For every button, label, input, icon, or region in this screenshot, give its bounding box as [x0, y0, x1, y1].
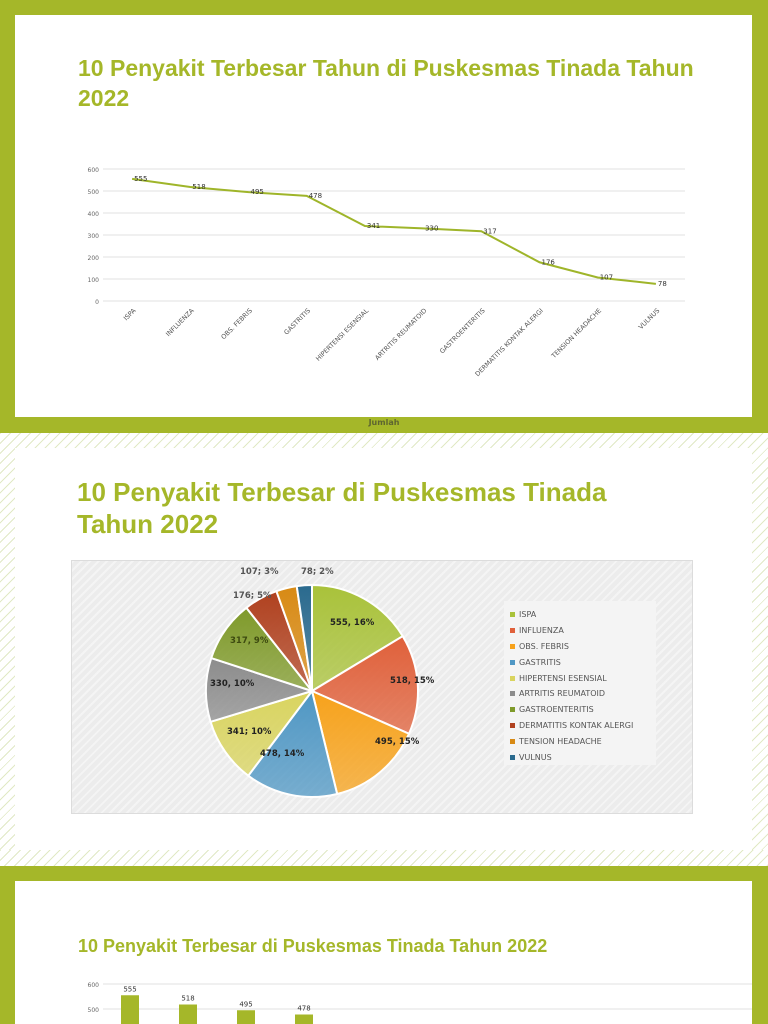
slice-label: 317, 9% [230, 636, 269, 646]
pie-chart: 555, 16% 518, 15% 495, 15% 478, 14% 341; 10%… [205, 567, 435, 798]
x-tick-label: ISPA [122, 306, 138, 322]
data-label: 478 [309, 192, 322, 200]
legend-item: GASTROENTERITIS [510, 702, 656, 718]
slide-title: 10 Penyakit Terbesar di Puskesmas Tinada… [78, 936, 548, 956]
data-label: 555 [134, 175, 147, 183]
legend-swatch [510, 738, 515, 744]
bar [237, 1010, 255, 1024]
legend-item: ISPA [510, 607, 656, 623]
legend-item: DERMATITIS KONTAK ALERGI [510, 718, 656, 734]
data-label: 317 [483, 227, 496, 235]
y-tick-label: 400 [88, 211, 100, 218]
y-tick-label: 100 [88, 277, 100, 284]
legend-label: VULNUS [519, 752, 552, 762]
slide-bar-chart: 10 Penyakit Terbesar di Puskesmas Tinada… [0, 866, 768, 1024]
slide-content: 10 Penyakit Terbesar di Puskesmas Tinada… [15, 881, 752, 1024]
slice-label: 518, 15% [390, 676, 435, 686]
legend-item: TENSION HEADACHE [510, 733, 656, 749]
legend-swatch [510, 722, 515, 728]
legend-item: GASTRITIS [510, 654, 656, 670]
x-tick-label: OBS. FEBRIS [220, 307, 254, 341]
legend-label: INFLUENZA [519, 626, 564, 636]
y-tick-label: 200 [88, 255, 100, 262]
pie-legend: ISPA INFLUENZA OBS. FEBRIS GASTRITIS HIPERTE… [504, 601, 656, 765]
legend-swatch [510, 643, 515, 649]
legend-label: DERMATITIS KONTAK ALERGI [519, 720, 634, 730]
x-tick-label: INFLUENZA [164, 306, 196, 338]
legend-swatch [510, 612, 515, 618]
x-tick-label: GASTROENTERITIS [438, 307, 487, 356]
legend-swatch [510, 659, 515, 665]
legend-label: HIPERTENSI ESENSIAL [519, 673, 607, 683]
slide-title: 10 Penyakit Terbesar di Puskesmas Tinada… [77, 477, 607, 539]
y-tick-label: 0 [95, 299, 99, 306]
slice-label: 107; 3% [240, 567, 279, 577]
legend-label: ARTRITIS REUMATOID [519, 689, 606, 699]
pie-slice [295, 583, 313, 692]
slide-title: 10 Penyakit Terbesar Tahun di Puskesmas … [78, 55, 694, 111]
data-line [131, 177, 657, 285]
legend-label: GASTRITIS [519, 657, 561, 667]
bar-chart: 500 600 555 518 495 478 [88, 982, 752, 1024]
y-tick-label: 500 [88, 189, 100, 196]
slide-divider [0, 850, 768, 866]
legend-swatch [510, 707, 515, 713]
data-label: 518 [181, 995, 194, 1003]
x-tick-label: DERMATITIS KONTAK ALERGI [474, 307, 545, 378]
y-tick-label: 300 [88, 233, 100, 240]
pie-slice [311, 583, 405, 693]
legend-item: OBS. FEBRIS [510, 639, 656, 655]
line-chart: 0 100 200 300 400 500 600 555 518 495 478 341 330 317… [88, 167, 685, 378]
pie-slice [309, 634, 419, 736]
x-tick-label: ARTRITIS REUMATOID [373, 307, 428, 362]
data-label: 341 [367, 222, 380, 230]
pie-slice [246, 688, 339, 798]
slice-label: 555, 16% [330, 618, 375, 628]
slide-line-chart: 10 Penyakit Terbesar Tahun di Puskesmas … [0, 0, 768, 433]
legend-label: Jumlah [368, 418, 400, 427]
legend-item: ARTRITIS REUMATOID [510, 686, 656, 702]
legend-swatch [510, 628, 515, 634]
data-label: 555 [123, 985, 136, 993]
legend-item: VULNUS [510, 749, 656, 765]
bar [179, 1004, 197, 1024]
data-label: 495 [251, 188, 264, 196]
pie-slice [310, 689, 411, 796]
data-label: 107 [600, 273, 613, 281]
slice-label: 330, 10% [210, 679, 255, 689]
legend-swatch [510, 675, 515, 681]
y-tick-label: 500 [88, 1007, 100, 1014]
x-tick-label: GASTRITIS [282, 307, 312, 337]
slice-label: 495, 15% [375, 737, 420, 747]
slice-label: 341; 10% [227, 727, 272, 737]
pie-chart-area: 555, 16% 518, 15% 495, 15% 478, 14% 341; 10%… [71, 560, 693, 814]
bar [295, 1014, 313, 1024]
slide-pie-chart: 10 Penyakit Terbesar di Puskesmas Tinada… [0, 433, 768, 867]
legend-label: GASTROENTERITIS [519, 705, 594, 715]
x-tick-label: VULNUS [637, 307, 661, 331]
legend-label: ISPA [519, 610, 537, 620]
legend-item: INFLUENZA [510, 623, 656, 639]
slide-content: 10 Penyakit Terbesar Tahun di Puskesmas … [15, 15, 752, 417]
data-label: 478 [297, 1005, 310, 1013]
slice-label: 78; 2% [301, 567, 334, 577]
x-tick-label: TENSION HEADACHE [549, 307, 603, 361]
legend-label: TENSION HEADACHE [519, 736, 602, 746]
bar [121, 995, 139, 1024]
legend-swatch [510, 691, 515, 697]
legend-label: OBS. FEBRIS [519, 641, 569, 651]
slice-label: 176; 5% [233, 591, 272, 601]
data-label: 176 [542, 258, 556, 266]
y-tick-label: 600 [88, 982, 100, 989]
slide-content: 10 Penyakit Terbesar di Puskesmas Tinada… [15, 448, 752, 852]
legend-item: HIPERTENSI ESENSIAL [510, 670, 656, 686]
legend-swatch [510, 754, 515, 760]
data-label: 330 [425, 224, 438, 232]
data-label: 495 [239, 1000, 252, 1008]
y-tick-label: 600 [88, 167, 100, 174]
x-tick-label: HIPERTENSI ESENSIAL [314, 306, 370, 362]
data-label: 78 [658, 280, 667, 288]
slice-label: 478, 14% [260, 749, 305, 759]
data-label: 518 [192, 183, 205, 191]
